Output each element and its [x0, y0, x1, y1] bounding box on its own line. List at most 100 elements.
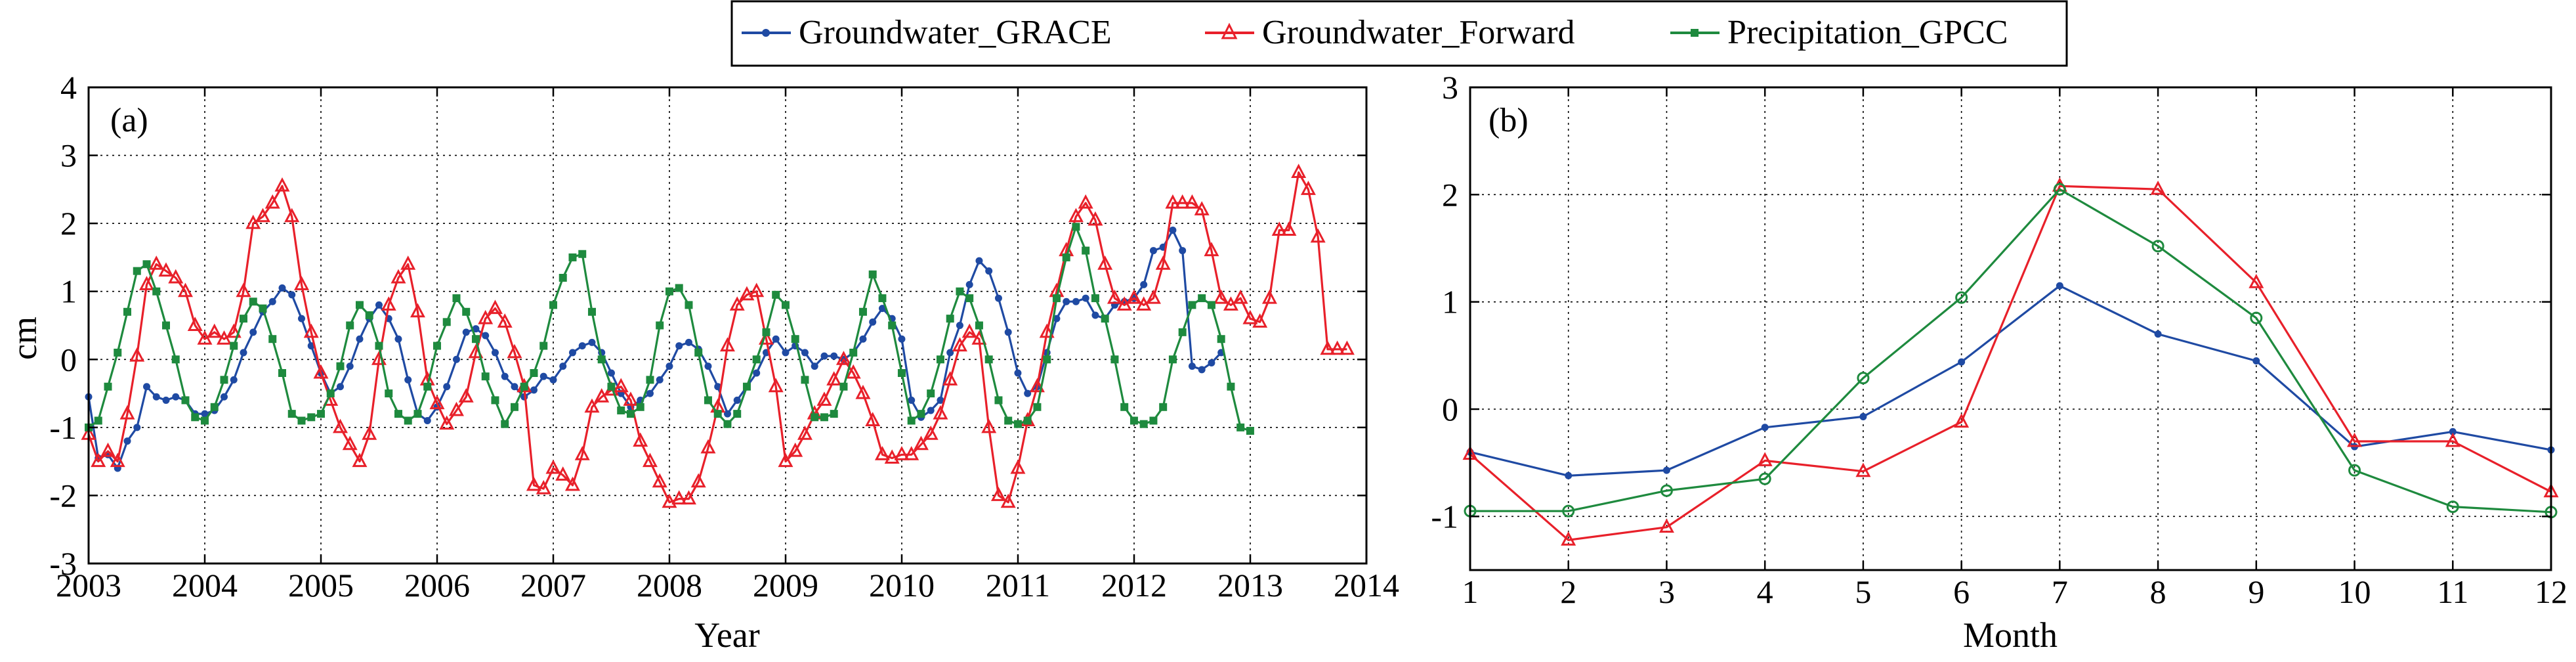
- panel-a-point-precipitation-gpcc: [936, 355, 944, 364]
- panel-a-point-groundwater-grace: [946, 349, 954, 357]
- panel-a-point-precipitation-gpcc: [1072, 223, 1080, 231]
- legend-label-forward: Groundwater_Forward: [1262, 14, 1575, 51]
- panel-a-point-precipitation-gpcc: [287, 410, 296, 418]
- panel-a-point-precipitation-gpcc: [897, 369, 906, 377]
- panel-a-point-precipitation-gpcc: [617, 406, 625, 414]
- panel-a-point-groundwater-grace: [908, 396, 916, 404]
- panel-a-point-precipitation-gpcc: [578, 250, 587, 258]
- panel-a-point-precipitation-gpcc: [656, 321, 664, 330]
- panel-a-point-precipitation-gpcc: [346, 321, 354, 330]
- panel-a-point-precipitation-gpcc: [365, 311, 373, 319]
- panel-b-point-precipitation-gpcc: [1857, 372, 1870, 385]
- panel-a-point-precipitation-gpcc: [200, 416, 209, 425]
- panel-a-point-groundwater-forward: [1000, 493, 1016, 508]
- panel-b-point-groundwater-forward: [2445, 432, 2460, 447]
- panel-a-point-precipitation-gpcc: [278, 369, 286, 377]
- panel-a-point-precipitation-gpcc: [704, 396, 712, 405]
- panel-a: 2003 2004 2005 2006 2007 2008 2009 2010 2011 2012…: [5, 69, 1399, 655]
- panel-a-point-groundwater-grace: [965, 280, 973, 288]
- panel-a-point-precipitation-gpcc: [1013, 420, 1022, 428]
- panel-a-point-groundwater-forward: [923, 426, 939, 440]
- panel-a-point-precipitation-gpcc: [161, 321, 170, 330]
- panel-a-point-precipitation-gpcc: [965, 294, 974, 303]
- panel-a-point-precipitation-gpcc: [685, 301, 693, 309]
- panel-a-point-precipitation-gpcc: [539, 342, 548, 350]
- panel-a-point-precipitation-gpcc: [375, 342, 383, 350]
- panel-a-point-precipitation-gpcc: [1043, 355, 1051, 364]
- panel-a-point-groundwater-grace: [607, 369, 615, 377]
- panel-a-point-precipitation-gpcc: [626, 410, 635, 418]
- panel-a-point-groundwater-forward: [933, 405, 948, 420]
- panel-a-point-groundwater-grace: [714, 383, 722, 391]
- panel-a-ytick-label: 0: [60, 341, 77, 378]
- panel-a-point-precipitation-gpcc: [1052, 294, 1061, 303]
- panel-a-point-groundwater-grace: [549, 376, 557, 384]
- panel-a-point-groundwater-forward: [478, 309, 494, 324]
- panel-a-point-groundwater-forward: [1145, 289, 1161, 304]
- panel-a-point-precipitation-gpcc: [442, 318, 451, 326]
- panel-a-point-groundwater-forward: [835, 351, 851, 365]
- panel-a-point-groundwater-grace: [336, 383, 344, 391]
- panel-a-point-precipitation-gpcc: [355, 301, 364, 309]
- panel-a-point-groundwater-forward: [313, 364, 329, 379]
- panel-a-point-groundwater-forward: [1300, 181, 1316, 195]
- panel-a-point-groundwater-forward: [458, 388, 474, 403]
- panel-a-point-precipitation-gpcc: [1091, 294, 1099, 303]
- panel-a-point-groundwater-grace: [772, 335, 780, 343]
- panel-a-point-precipitation-gpcc: [742, 382, 751, 391]
- panel-b-xtick-label: 5: [1855, 573, 1871, 610]
- panel-a-point-groundwater-forward: [497, 313, 513, 328]
- panel-a-point-groundwater-grace: [162, 396, 170, 404]
- panel-a-xtick-label: 2007: [520, 567, 586, 604]
- panel-a-point-groundwater-forward: [526, 476, 541, 491]
- panel-a-point-precipitation-gpcc: [510, 403, 518, 411]
- panel-a-point-groundwater-forward: [816, 391, 832, 406]
- panel-a-point-groundwater-forward: [1136, 296, 1152, 311]
- panel-a-xtick-label: 2014: [1334, 567, 1399, 604]
- panel-b-point-groundwater-forward: [1561, 531, 1576, 546]
- panel-a-point-precipitation-gpcc: [927, 389, 935, 398]
- panel-a-point-groundwater-forward: [264, 194, 280, 209]
- panel-a-point-precipitation-gpcc: [868, 270, 877, 278]
- panel-a-point-groundwater-forward: [594, 388, 610, 403]
- panel-b-point-groundwater-grace: [1958, 358, 1966, 366]
- panel-a-point-groundwater-forward: [217, 330, 232, 345]
- panel-b-point-groundwater-grace: [1859, 412, 1867, 420]
- panel-a-point-precipitation-gpcc: [142, 260, 151, 269]
- panel-b-ytick-label: 0: [1442, 391, 1458, 428]
- panel-a-point-precipitation-gpcc: [1246, 427, 1254, 435]
- panel-a-point-groundwater-forward: [119, 405, 135, 420]
- panel-a-point-groundwater-forward: [613, 378, 629, 393]
- panel-a-point-precipitation-gpcc: [1149, 416, 1158, 425]
- panel-a-point-groundwater-forward: [148, 255, 164, 270]
- panel-a-point-precipitation-gpcc: [839, 382, 848, 391]
- panel-b-xtick-label: 10: [2338, 573, 2371, 610]
- panel-a-point-precipitation-gpcc: [675, 284, 683, 292]
- panel-b-point-groundwater-forward: [1757, 452, 1773, 466]
- panel-a-point-precipitation-gpcc: [268, 335, 277, 343]
- panel-a-point-groundwater-grace: [268, 298, 276, 305]
- panel-a-point-groundwater-forward: [681, 490, 696, 505]
- panel-a-point-groundwater-forward: [303, 323, 319, 338]
- panel-a-point-groundwater-grace: [588, 338, 596, 346]
- panel-a-point-precipitation-gpcc: [694, 348, 703, 357]
- panel-a-point-groundwater-grace: [288, 291, 296, 299]
- panel-b-point-groundwater-forward: [2249, 274, 2264, 288]
- panel-a-frame: [87, 86, 1368, 565]
- panel-a-point-groundwater-grace: [685, 338, 692, 346]
- panel-b-xlabel: Month: [1963, 615, 2058, 655]
- panel-a-point-precipitation-gpcc: [181, 396, 190, 405]
- panel-a-ytick-label: 2: [60, 205, 77, 242]
- panel-a-point-groundwater-grace: [1024, 389, 1032, 397]
- panel-a-point-groundwater-forward: [1029, 378, 1045, 393]
- panel-a-point-precipitation-gpcc: [520, 382, 528, 391]
- panel-a-point-groundwater-forward: [749, 282, 765, 298]
- panel-a-point-groundwater-forward: [507, 343, 522, 359]
- panel-a-point-precipitation-gpcc: [820, 413, 828, 422]
- panel-a-point-precipitation-gpcc: [1101, 315, 1109, 323]
- panel-a-point-precipitation-gpcc: [530, 369, 538, 377]
- panel-a-point-groundwater-forward: [274, 177, 290, 192]
- panel-a-point-precipitation-gpcc: [781, 301, 790, 309]
- panel-a-xtick-label: 2010: [869, 567, 935, 604]
